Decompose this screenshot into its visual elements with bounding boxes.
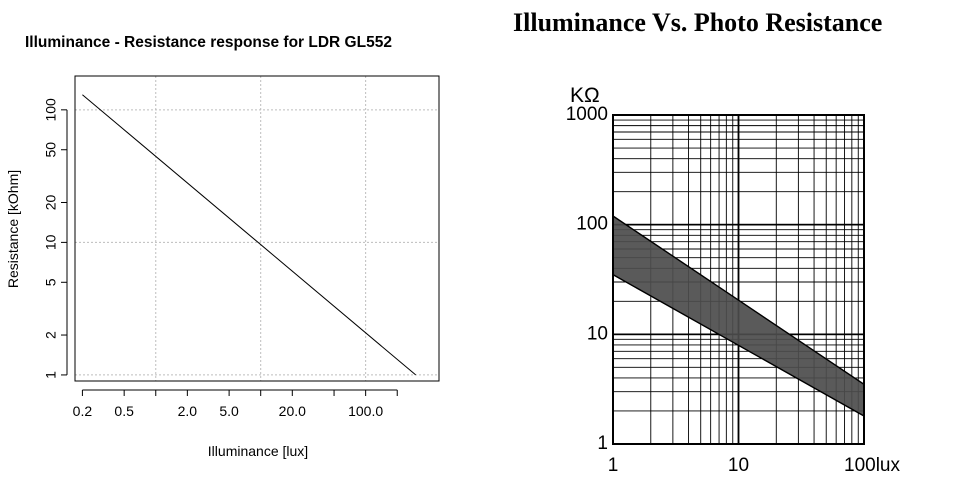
right-x-tick-label: 100lux	[844, 455, 900, 476]
right-chart-title: Illuminance Vs. Photo Resistance	[513, 8, 882, 37]
right-x-axis: 1 10 100lux	[608, 455, 901, 476]
left-x-tick-label: 100.0	[348, 403, 383, 419]
right-unit-label: KΩ	[570, 84, 600, 107]
left-plot-frame	[74, 75, 440, 382]
left-x-tick-label: 20.0	[279, 403, 306, 419]
left-y-axis-label: Resistance [kOhm]	[5, 170, 21, 288]
left-y-axis: 1 2 5 10 20 50 100	[43, 98, 68, 379]
left-y-tick-label: 10	[43, 234, 59, 250]
right-plot-frame	[612, 114, 865, 445]
left-x-tick-label: 5.0	[219, 403, 239, 419]
left-x-tick-label: 0.5	[114, 403, 134, 419]
left-y-tick-label: 20	[43, 194, 59, 210]
right-band-lower-edge	[612, 274, 865, 417]
right-y-tick-label: 1000	[566, 104, 608, 125]
left-chart-title: Illuminance - Resistance response for LD…	[25, 34, 392, 51]
right-y-tick-label: 1	[597, 433, 608, 454]
right-chart: Illuminance Vs. Photo Resistance KΩ 1 10 1…	[513, 8, 900, 476]
right-y-tick-label: 100	[576, 214, 608, 235]
left-y-tick-label: 1	[43, 371, 59, 379]
right-band-upper-edge	[612, 215, 865, 385]
left-y-tick-label: 5	[43, 278, 59, 286]
left-series	[82, 94, 417, 376]
right-x-tick-label: 10	[728, 455, 749, 476]
left-x-axis: 0.2 0.5 2.0 5.0 20.0 100.0	[73, 389, 398, 419]
right-x-tick-label: 1	[608, 455, 619, 476]
right-y-axis: 1 10 100 1000	[566, 104, 608, 454]
left-grid	[75, 76, 439, 381]
left-y-tick-label: 2	[43, 331, 59, 339]
left-series-line	[82, 94, 417, 376]
left-x-tick-label: 2.0	[178, 403, 198, 419]
left-y-tick-label: 50	[43, 142, 59, 158]
left-x-axis-label: Illuminance [lux]	[208, 443, 308, 459]
left-x-tick-label: 0.2	[73, 403, 93, 419]
left-y-tick-label: 100	[43, 98, 59, 122]
right-y-tick-label: 10	[587, 323, 608, 344]
left-chart: Illuminance - Resistance response for LD…	[5, 34, 440, 459]
